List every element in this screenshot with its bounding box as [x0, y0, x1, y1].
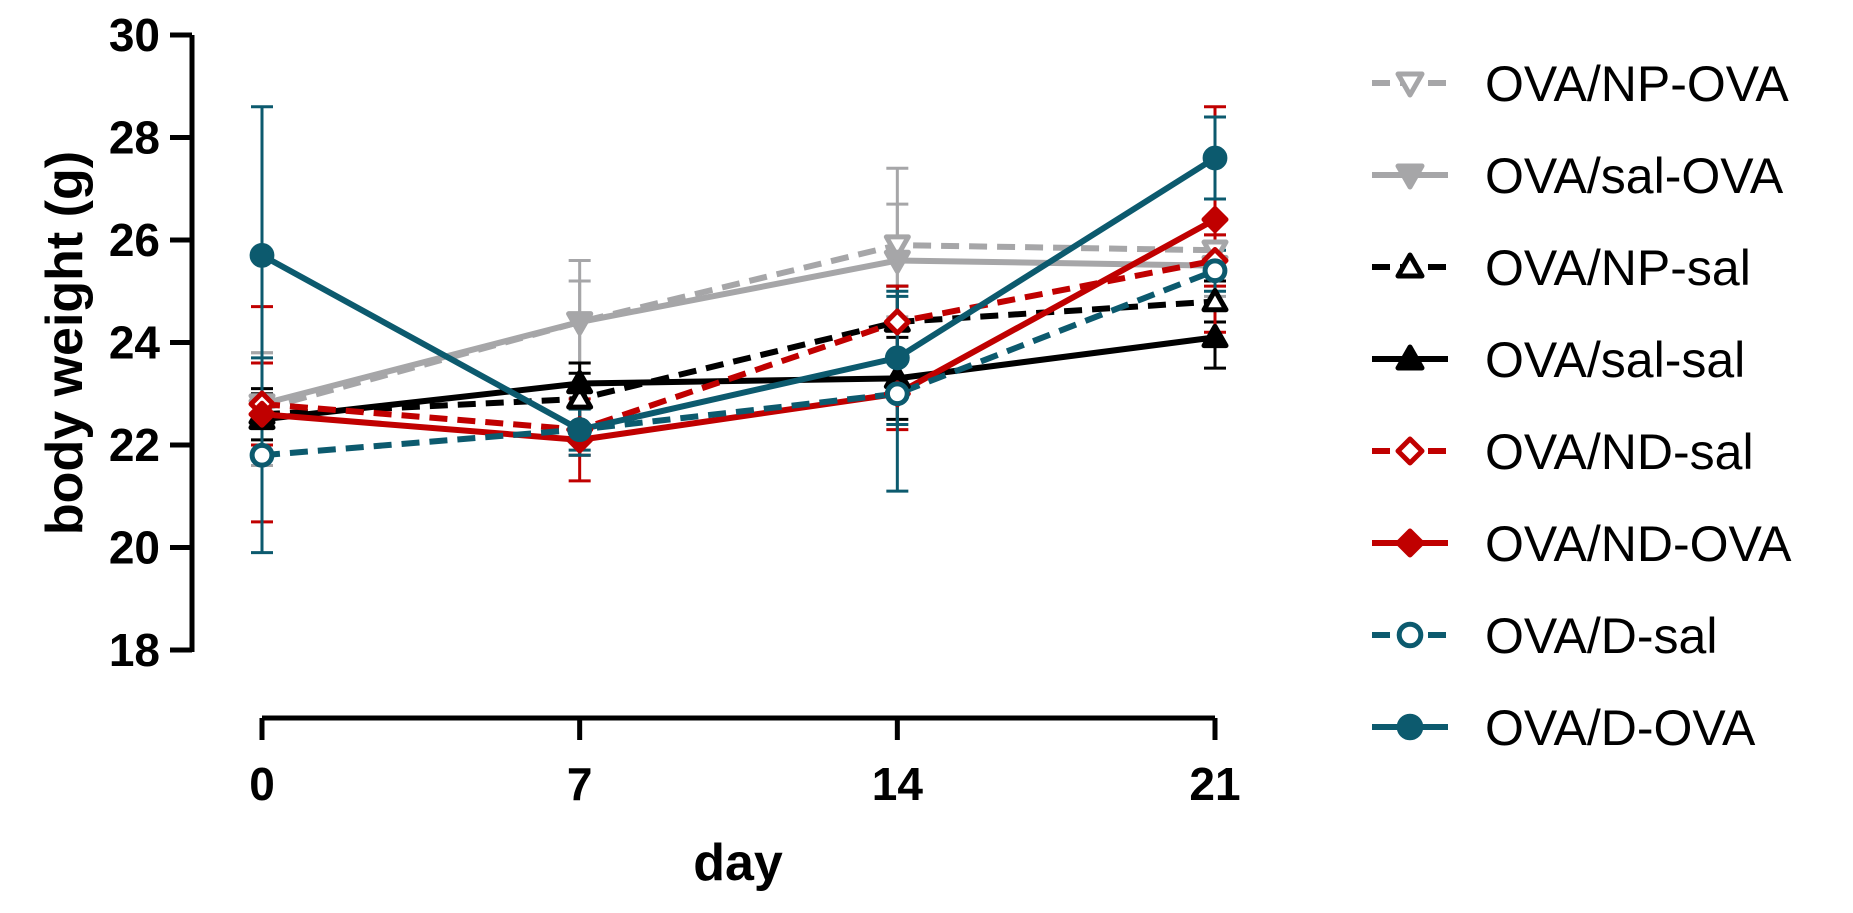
- data-point: [566, 370, 594, 395]
- data-point: [883, 249, 911, 274]
- data-point: [884, 381, 910, 407]
- data-point: [883, 308, 911, 336]
- data-point: [1202, 145, 1228, 171]
- x-tick-label: 0: [249, 758, 275, 810]
- legend-label: OVA/D-OVA: [1485, 700, 1756, 756]
- y-tick-label: 30: [109, 9, 160, 61]
- series-line: [261, 216, 1217, 443]
- legend-swatch-marker: [1395, 344, 1425, 371]
- x-tick-label: 14: [872, 758, 924, 810]
- legend-swatch-marker: [1396, 621, 1424, 649]
- y-tick-label: 18: [109, 624, 160, 676]
- legend-swatch-marker: [1395, 252, 1425, 279]
- data-point: [248, 400, 276, 428]
- x-axis-title: day: [693, 834, 783, 892]
- data-point: [1201, 206, 1229, 233]
- legend-label: OVA/sal-sal: [1485, 332, 1745, 388]
- legend-swatch-marker: [1395, 528, 1425, 558]
- series-line: [261, 242, 1216, 413]
- legend-label: OVA/sal-OVA: [1485, 148, 1784, 204]
- ticks: 18 20 22 24 26 28 30 0 7 14 21: [109, 9, 1241, 810]
- series-lines: [260, 155, 1217, 459]
- legend-label: OVA/NP-OVA: [1485, 56, 1789, 112]
- y-tick-label: 22: [109, 419, 160, 471]
- y-tick-label: 20: [109, 522, 160, 574]
- legend-swatch-marker: [1395, 163, 1425, 190]
- series-markers: [248, 145, 1229, 468]
- legend-label: OVA/ND-sal: [1485, 424, 1754, 480]
- legend-label: OVA/D-sal: [1485, 608, 1717, 664]
- y-tick-label: 28: [109, 112, 160, 164]
- data-point: [567, 417, 593, 443]
- y-tick-label: 24: [109, 317, 161, 369]
- data-point: [884, 345, 910, 371]
- series-line: [261, 267, 1217, 459]
- x-tick-label: 21: [1189, 758, 1240, 810]
- data-point: [1201, 323, 1229, 349]
- y-tick-label: 26: [109, 214, 160, 266]
- data-point: [1202, 258, 1228, 284]
- legend-label: OVA/ND-OVA: [1485, 516, 1792, 572]
- legend-swatch-marker: [1395, 436, 1425, 466]
- data-point: [249, 442, 275, 468]
- legend: OVA/NP-OVA OVA/sal-OVA OVA/NP-sal OVA/sal-s…: [1372, 56, 1792, 756]
- legend-swatch-marker: [1396, 713, 1424, 741]
- series-line: [260, 155, 1217, 433]
- y-axis-title: body weight (g): [36, 151, 94, 535]
- data-point: [566, 311, 594, 336]
- series-line: [261, 334, 1216, 423]
- data-point: [566, 385, 594, 410]
- series-line: [261, 257, 1216, 407]
- legend-swatch-marker: [1395, 71, 1425, 98]
- data-point: [883, 234, 911, 259]
- data-point: [1201, 288, 1229, 313]
- series-line: [261, 257, 1216, 433]
- x-tick-label: 7: [567, 758, 593, 810]
- series-line: [261, 298, 1216, 418]
- data-point: [249, 242, 275, 268]
- axes: day body weight (g): [36, 35, 1215, 892]
- legend-label: OVA/NP-sal: [1485, 240, 1751, 296]
